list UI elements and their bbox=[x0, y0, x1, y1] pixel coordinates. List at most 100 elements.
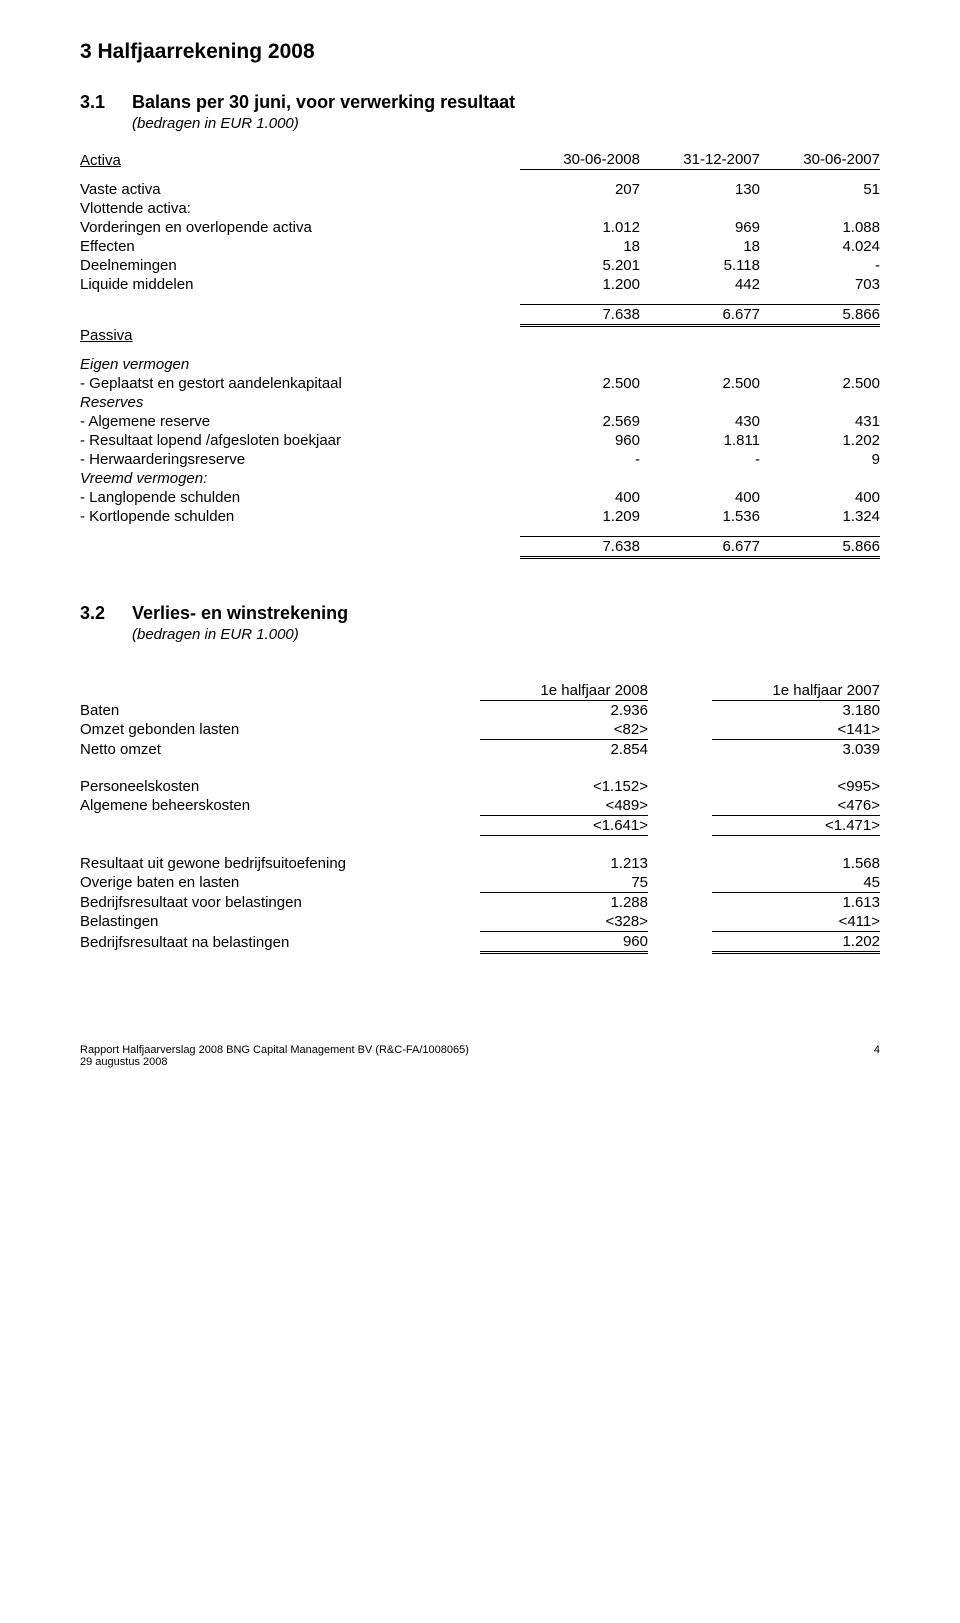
total-cell: 7.638 bbox=[520, 536, 640, 557]
value-cell bbox=[760, 469, 880, 488]
activa-total-row: 7.638 6.677 5.866 bbox=[80, 305, 880, 326]
value-cell: 960 bbox=[480, 931, 648, 952]
chapter-heading: 3 Halfjaarrekening 2008 bbox=[80, 40, 880, 64]
value-cell: 2.500 bbox=[520, 374, 640, 393]
value-cell: 1.202 bbox=[760, 431, 880, 450]
value-cell: <489> bbox=[480, 796, 648, 816]
value-cell: 400 bbox=[760, 488, 880, 507]
value-cell: 5.201 bbox=[520, 256, 640, 275]
row-label: - Herwaarderingsreserve bbox=[80, 450, 520, 469]
pl-header-row: 1e halfjaar 2008 1e halfjaar 2007 bbox=[80, 681, 880, 701]
value-cell: 1.288 bbox=[480, 892, 648, 912]
value-cell: 5.118 bbox=[640, 256, 760, 275]
row-label: Eigen vermogen bbox=[80, 355, 520, 374]
table-row: Reserves bbox=[80, 393, 880, 412]
table-row: Effecten18184.024 bbox=[80, 237, 880, 256]
subtotal-row: <1.641> <1.471> bbox=[80, 815, 880, 835]
value-cell: <1.152> bbox=[480, 777, 648, 796]
table-row: Baten 2.936 3.180 bbox=[80, 700, 880, 720]
value-cell: 1.536 bbox=[640, 507, 760, 526]
row-label: Baten bbox=[80, 700, 480, 720]
row-label: Omzet gebonden lasten bbox=[80, 720, 480, 740]
value-cell bbox=[640, 469, 760, 488]
passiva-total-row: 7.638 6.677 5.866 bbox=[80, 536, 880, 557]
value-cell: 1.209 bbox=[520, 507, 640, 526]
value-cell bbox=[520, 355, 640, 374]
row-label: Vorderingen en overlopende activa bbox=[80, 218, 520, 237]
footer-page-number: 4 bbox=[874, 1044, 880, 1068]
value-cell: 969 bbox=[640, 218, 760, 237]
passiva-header-row: Passiva bbox=[80, 326, 880, 345]
footer-left: Rapport Halfjaarverslag 2008 BNG Capital… bbox=[80, 1044, 469, 1068]
row-label: Bedrijfsresultaat na belastingen bbox=[80, 931, 480, 952]
col-header: 1e halfjaar 2007 bbox=[712, 681, 880, 701]
section-subtitle: (bedragen in EUR 1.000) bbox=[132, 626, 880, 643]
section-title: Balans per 30 juni, voor verwerking resu… bbox=[132, 92, 515, 113]
row-label: Personeelskosten bbox=[80, 777, 480, 796]
table-row: Liquide middelen1.200442703 bbox=[80, 275, 880, 294]
value-cell: 3.039 bbox=[712, 739, 880, 759]
value-cell: 400 bbox=[640, 488, 760, 507]
table-row: Bedrijfsresultaat voor belastingen 1.288… bbox=[80, 892, 880, 912]
value-cell: 9 bbox=[760, 450, 880, 469]
col-header: 31-12-2007 bbox=[640, 150, 760, 170]
value-cell: 1.811 bbox=[640, 431, 760, 450]
value-cell: 2.500 bbox=[640, 374, 760, 393]
table-row: - Kortlopende schulden1.2091.5361.324 bbox=[80, 507, 880, 526]
table-row: Belastingen <328> <411> bbox=[80, 912, 880, 932]
passiva-label: Passiva bbox=[80, 326, 520, 345]
value-cell: 442 bbox=[640, 275, 760, 294]
value-cell: <1.471> bbox=[712, 815, 880, 835]
row-label: Reserves bbox=[80, 393, 520, 412]
table-row: - Resultaat lopend /afgesloten boekjaar9… bbox=[80, 431, 880, 450]
table-row: Deelnemingen5.2015.118- bbox=[80, 256, 880, 275]
table-row: Vreemd vermogen: bbox=[80, 469, 880, 488]
activa-label: Activa bbox=[80, 150, 520, 170]
row-label: - Kortlopende schulden bbox=[80, 507, 520, 526]
row-label: - Langlopende schulden bbox=[80, 488, 520, 507]
row-label: - Algemene reserve bbox=[80, 412, 520, 431]
total-cell: 5.866 bbox=[760, 536, 880, 557]
table-row: Omzet gebonden lasten <82> <141> bbox=[80, 720, 880, 740]
table-row: - Geplaatst en gestort aandelenkapitaal2… bbox=[80, 374, 880, 393]
value-cell: 960 bbox=[520, 431, 640, 450]
row-label: Deelnemingen bbox=[80, 256, 520, 275]
value-cell: 1.568 bbox=[712, 854, 880, 873]
footer-date: 29 augustus 2008 bbox=[80, 1056, 469, 1068]
row-label: Netto omzet bbox=[80, 739, 480, 759]
value-cell bbox=[520, 199, 640, 218]
table-row: Vorderingen en overlopende activa1.01296… bbox=[80, 218, 880, 237]
activa-header-row: Activa 30-06-2008 31-12-2007 30-06-2007 bbox=[80, 150, 880, 170]
value-cell: 1.324 bbox=[760, 507, 880, 526]
value-cell: 4.024 bbox=[760, 237, 880, 256]
col-header: 1e halfjaar 2008 bbox=[480, 681, 648, 701]
row-label: - Resultaat lopend /afgesloten boekjaar bbox=[80, 431, 520, 450]
value-cell: 3.180 bbox=[712, 700, 880, 720]
value-cell: 207 bbox=[520, 180, 640, 199]
table-row: Resultaat uit gewone bedrijfsuitoefening… bbox=[80, 854, 880, 873]
table-row: - Langlopende schulden400400400 bbox=[80, 488, 880, 507]
value-cell: - bbox=[520, 450, 640, 469]
value-cell bbox=[760, 199, 880, 218]
section-subtitle: (bedragen in EUR 1.000) bbox=[132, 115, 880, 132]
value-cell: <1.641> bbox=[480, 815, 648, 835]
value-cell: 1.213 bbox=[480, 854, 648, 873]
table-row: Eigen vermogen bbox=[80, 355, 880, 374]
row-label: Overige baten en lasten bbox=[80, 873, 480, 893]
profit-loss-table: 1e halfjaar 2008 1e halfjaar 2007 Baten … bbox=[80, 681, 880, 954]
col-header: 30-06-2007 bbox=[760, 150, 880, 170]
page: 3 Halfjaarrekening 2008 3.1 Balans per 3… bbox=[40, 0, 920, 1098]
table-row: Overige baten en lasten 75 45 bbox=[80, 873, 880, 893]
table-row: - Algemene reserve2.569430431 bbox=[80, 412, 880, 431]
value-cell: - bbox=[640, 450, 760, 469]
table-row: Algemene beheerskosten <489> <476> bbox=[80, 796, 880, 816]
value-cell: <328> bbox=[480, 912, 648, 932]
value-cell: 18 bbox=[520, 237, 640, 256]
balance-sheet-table: Activa 30-06-2008 31-12-2007 30-06-2007 … bbox=[80, 150, 880, 559]
final-result-row: Bedrijfsresultaat na belastingen 960 1.2… bbox=[80, 931, 880, 952]
value-cell: 130 bbox=[640, 180, 760, 199]
row-label: Algemene beheerskosten bbox=[80, 796, 480, 816]
total-cell: 7.638 bbox=[520, 305, 640, 326]
table-row: - Herwaarderingsreserve--9 bbox=[80, 450, 880, 469]
section-number: 3.1 bbox=[80, 92, 132, 113]
